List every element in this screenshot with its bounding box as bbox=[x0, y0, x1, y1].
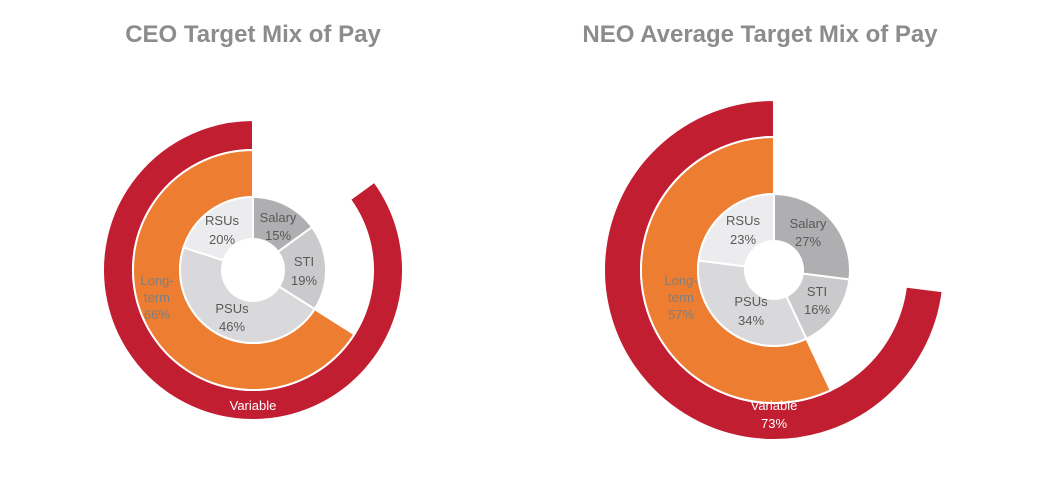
neo-chart: NEO Average Target Mix of Pay Variable 7… bbox=[582, 21, 944, 441]
ceo-chart: CEO Target Mix of Pay Variable 85% Long-… bbox=[102, 21, 404, 431]
ceo-sti-value: 19% bbox=[291, 273, 317, 288]
ceo-psus-label: PSUs bbox=[215, 301, 249, 316]
neo-longterm-label-1: Long- bbox=[664, 273, 697, 288]
neo-rings bbox=[603, 98, 944, 441]
ceo-variable-label: Variable bbox=[230, 398, 277, 413]
ceo-rsus-value: 20% bbox=[209, 232, 235, 247]
neo-sti-label: STI bbox=[807, 284, 827, 299]
neo-longterm-value: 57% bbox=[668, 307, 694, 322]
ceo-sti-slice bbox=[276, 225, 327, 311]
ceo-chart-title: CEO Target Mix of Pay bbox=[125, 21, 381, 48]
neo-psus-value: 34% bbox=[738, 313, 764, 328]
neo-salary-value: 27% bbox=[795, 234, 821, 249]
ceo-longterm-label-2: term bbox=[144, 290, 170, 305]
ceo-variable-value: 85% bbox=[240, 416, 266, 431]
neo-salary-slice bbox=[773, 192, 851, 281]
ceo-sti-label: STI bbox=[294, 254, 314, 269]
neo-variable-value: 73% bbox=[761, 416, 787, 431]
ceo-psus-slice bbox=[179, 246, 317, 344]
neo-rsus-label: RSUs bbox=[726, 213, 760, 228]
neo-labels: Variable 73% Long- term 57% Salary 27% S… bbox=[664, 213, 830, 431]
neo-variable-label: Variable bbox=[751, 398, 798, 413]
neo-salary-label: Salary bbox=[790, 216, 827, 231]
ceo-rings bbox=[102, 118, 404, 421]
ceo-labels: Variable 85% Long- term 66% Salary 15% S… bbox=[140, 210, 317, 431]
neo-longterm-label-2: term bbox=[668, 290, 694, 305]
ceo-salary-value: 15% bbox=[265, 228, 291, 243]
ceo-rsus-slice bbox=[182, 195, 254, 262]
ceo-longterm-label-1: Long- bbox=[140, 273, 173, 288]
neo-rsus-slice bbox=[697, 192, 775, 268]
ceo-salary-label: Salary bbox=[260, 210, 297, 225]
ceo-rsus-label: RSUs bbox=[205, 213, 239, 228]
neo-sti-value: 16% bbox=[804, 302, 830, 317]
ceo-psus-value: 46% bbox=[219, 319, 245, 334]
neo-chart-title: NEO Average Target Mix of Pay bbox=[582, 21, 938, 48]
ceo-longterm-value: 66% bbox=[144, 307, 170, 322]
neo-psus-slice bbox=[697, 259, 808, 347]
neo-rsus-value: 23% bbox=[730, 232, 756, 247]
neo-psus-label: PSUs bbox=[734, 294, 768, 309]
